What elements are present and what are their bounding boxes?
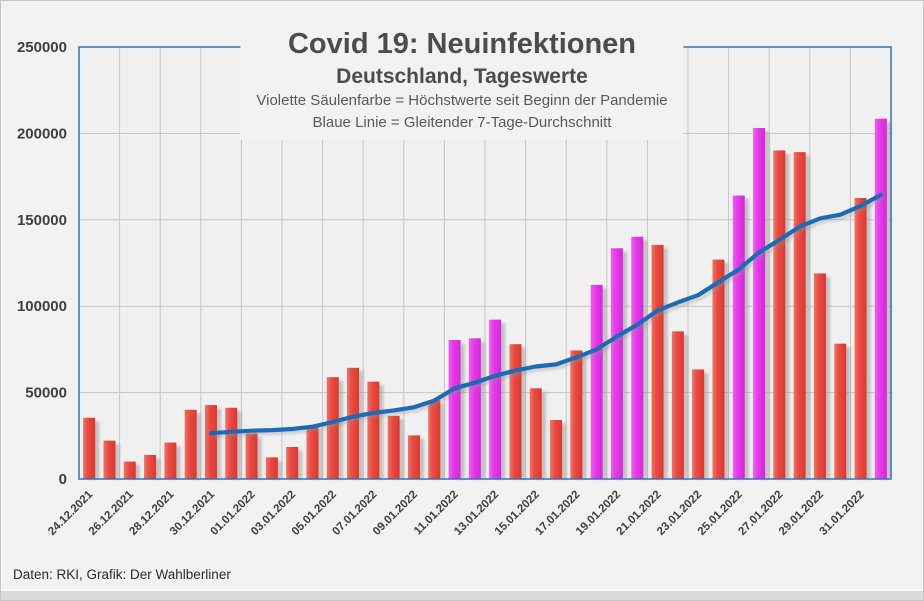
chart-title-block: Covid 19: Neuinfektionen Deutschland, Ta… — [240, 25, 684, 140]
bar — [164, 442, 177, 479]
bar — [692, 369, 705, 479]
bar — [428, 400, 441, 479]
bar — [550, 419, 563, 479]
bar — [306, 426, 319, 479]
bar-record — [610, 248, 623, 479]
bar — [793, 152, 806, 479]
bar — [326, 377, 339, 479]
bar — [773, 150, 786, 479]
bar — [387, 415, 400, 479]
bar-record — [732, 195, 745, 479]
bar — [286, 447, 299, 479]
chart-title: Covid 19: Neuinfektionen — [287, 28, 637, 60]
bar — [509, 344, 522, 479]
bar — [184, 409, 197, 479]
bar — [671, 331, 684, 479]
bar — [83, 417, 96, 479]
avg-line-shadow — [213, 196, 885, 439]
bar — [651, 244, 664, 479]
bar — [854, 198, 867, 479]
chart-note-violet-bars: Violette Säulenfarbe = Höchstwerte seit … — [256, 92, 668, 110]
avg-line — [208, 192, 884, 436]
bar-record — [590, 284, 603, 479]
bar — [204, 405, 217, 479]
bar-record — [468, 338, 481, 479]
bar — [834, 343, 847, 479]
chart-subtitle: Deutschland, Tageswerte — [336, 64, 588, 88]
bar — [367, 381, 380, 479]
bar — [265, 457, 278, 479]
bar — [347, 367, 360, 479]
y-tick-label: 100000 — [17, 298, 67, 315]
y-tick-label: 200000 — [17, 125, 67, 142]
bottom-strip — [1, 589, 923, 600]
bar — [245, 433, 258, 479]
bar — [225, 407, 238, 479]
bar — [103, 440, 116, 479]
y-tick-label: 50000 — [25, 385, 67, 402]
bar — [570, 350, 583, 479]
y-tick-label: 250000 — [17, 39, 67, 56]
bar — [529, 388, 542, 479]
bar-record — [448, 340, 461, 479]
bar-record — [489, 319, 502, 479]
chart-note-blue-line: Blaue Linie = Gleitender 7-Tage-Durchsch… — [312, 113, 612, 131]
bar — [407, 435, 420, 479]
bar-record — [874, 118, 887, 479]
y-tick-label: 0 — [59, 471, 67, 488]
bar — [144, 454, 157, 479]
bar-record — [753, 127, 766, 480]
bar — [712, 259, 725, 479]
bar — [813, 273, 826, 479]
bar — [123, 461, 136, 479]
credit-text: Daten: RKI, Grafik: Der Wahlberliner — [13, 567, 231, 582]
y-tick-label: 150000 — [17, 212, 67, 229]
bar-record — [631, 236, 644, 479]
